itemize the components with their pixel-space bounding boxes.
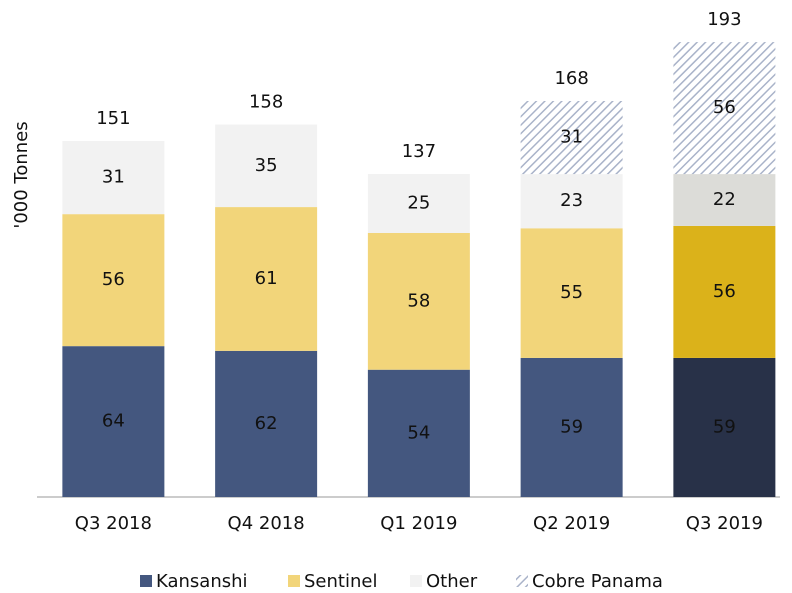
total-label: 151 [96,108,130,129]
x-tick-label: Q1 2019 [380,513,457,534]
value-label: 56 [713,97,736,118]
value-label: 31 [560,127,583,148]
bar-segment [367,233,470,370]
bar-segment [215,207,318,351]
value-label: 55 [560,282,583,303]
legend-swatch [140,575,152,587]
value-label: 56 [102,269,125,290]
legend-swatch [410,575,422,587]
bar-segment [367,369,470,497]
value-label: 22 [713,189,736,210]
value-label: 58 [407,290,430,311]
total-label: 158 [249,92,283,113]
bar-segment [367,174,470,233]
bar-segment [215,350,318,497]
bar-segment [62,346,165,497]
bar-segment [62,141,165,215]
x-tick-label: Q2 2019 [533,513,610,534]
bar-segment [673,42,776,175]
value-label: 61 [255,268,278,289]
value-label: 35 [255,155,278,176]
legend-swatch [288,575,300,587]
value-label: 64 [102,411,125,432]
legend-label: Cobre Panama [532,571,663,592]
legend-label: Other [426,571,478,592]
total-label: 193 [707,9,741,30]
legend-swatch [516,575,528,587]
total-label: 137 [402,141,436,162]
legend-label: Sentinel [304,571,377,592]
bar-segment [673,225,776,358]
x-tick-label: Q3 2018 [75,513,152,534]
bar-segment [520,228,623,358]
bar-segment [520,357,623,497]
value-label: 59 [560,416,583,437]
value-label: 54 [407,422,430,443]
y-axis-label: '000 Tonnes [11,121,32,228]
x-tick-label: Q3 2019 [686,513,763,534]
bar-segment [673,357,776,497]
bar-segment [520,101,623,175]
bar-segment [62,214,165,347]
value-label: 62 [255,413,278,434]
bar-segment [673,174,776,226]
value-label: 31 [102,167,125,188]
x-tick-label: Q4 2018 [228,513,305,534]
total-label: 168 [554,68,588,89]
bar-segment [520,174,623,229]
value-label: 59 [713,416,736,437]
bar-segment [215,124,318,208]
value-label: 56 [713,281,736,302]
value-label: 25 [407,193,430,214]
value-label: 23 [560,190,583,211]
legend-label: Kansanshi [156,571,248,592]
